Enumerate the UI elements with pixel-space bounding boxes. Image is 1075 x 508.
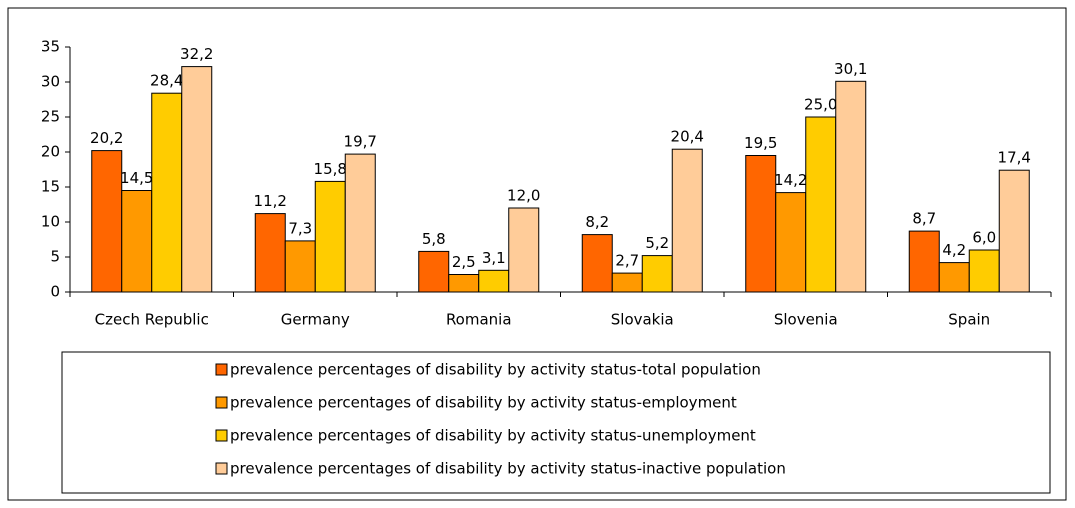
bar bbox=[151, 92, 183, 293]
x-tick-label: Czech Republic bbox=[95, 311, 209, 329]
data-label: 15,8 bbox=[314, 160, 347, 178]
legend-label: prevalence percentages of disability by … bbox=[230, 361, 761, 379]
data-label: 3,1 bbox=[482, 249, 506, 267]
bar bbox=[775, 192, 807, 293]
bar bbox=[314, 180, 346, 293]
y-tick-label: 15 bbox=[41, 178, 60, 196]
legend-label: prevalence percentages of disability by … bbox=[230, 394, 737, 412]
data-label: 2,7 bbox=[615, 252, 639, 270]
legend-swatch bbox=[215, 462, 228, 475]
bar bbox=[835, 80, 867, 293]
bar bbox=[641, 255, 673, 293]
data-label: 17,4 bbox=[998, 149, 1031, 167]
data-label: 12,0 bbox=[507, 187, 540, 205]
bar bbox=[418, 250, 450, 293]
legend-label: prevalence percentages of disability by … bbox=[230, 427, 756, 445]
data-label: 32,2 bbox=[180, 45, 213, 63]
data-label: 2,5 bbox=[452, 253, 476, 271]
legend-label: prevalence percentages of disability by … bbox=[230, 460, 786, 478]
data-label: 4,2 bbox=[942, 241, 966, 259]
y-tick-label: 10 bbox=[41, 213, 60, 231]
bar bbox=[254, 213, 286, 293]
bar bbox=[581, 234, 613, 293]
x-tick-label: Romania bbox=[446, 311, 512, 329]
x-tick-label: Germany bbox=[281, 311, 350, 329]
bar bbox=[478, 269, 510, 293]
bar bbox=[745, 155, 777, 293]
data-label: 30,1 bbox=[834, 60, 867, 78]
x-tick-label: Slovakia bbox=[611, 311, 674, 329]
bar bbox=[908, 230, 940, 293]
legend-swatch bbox=[215, 396, 228, 409]
data-label: 5,8 bbox=[422, 230, 446, 248]
bar bbox=[938, 262, 970, 293]
y-tick-label: 30 bbox=[41, 73, 60, 91]
bar bbox=[181, 66, 213, 293]
data-label: 20,4 bbox=[671, 128, 704, 146]
data-label: 6,0 bbox=[972, 229, 996, 247]
y-tick-label: 5 bbox=[50, 248, 60, 266]
bar bbox=[344, 153, 376, 293]
data-label: 7,3 bbox=[288, 219, 312, 237]
bar bbox=[448, 274, 480, 293]
data-label: 28,4 bbox=[150, 72, 183, 90]
data-label: 19,5 bbox=[744, 134, 777, 152]
bar bbox=[671, 148, 703, 293]
data-label: 14,2 bbox=[774, 171, 807, 189]
bar bbox=[91, 150, 123, 293]
bar bbox=[508, 207, 540, 293]
y-tick-label: 20 bbox=[41, 143, 60, 161]
data-label: 8,2 bbox=[585, 213, 609, 231]
bar bbox=[284, 240, 316, 293]
y-tick-label: 0 bbox=[50, 283, 60, 301]
bar bbox=[611, 272, 643, 293]
data-label: 11,2 bbox=[254, 192, 287, 210]
data-label: 20,2 bbox=[90, 129, 123, 147]
bar bbox=[805, 116, 837, 293]
data-label: 8,7 bbox=[912, 210, 936, 228]
data-label: 19,7 bbox=[344, 133, 377, 151]
legend-swatch bbox=[215, 363, 228, 376]
data-label: 5,2 bbox=[645, 234, 669, 252]
bar bbox=[121, 190, 153, 293]
legend-swatch bbox=[215, 429, 228, 442]
bar bbox=[998, 169, 1030, 293]
data-label: 25,0 bbox=[804, 96, 837, 114]
x-tick-label: Spain bbox=[948, 311, 990, 329]
bar bbox=[968, 249, 1000, 293]
y-tick-label: 25 bbox=[41, 108, 60, 126]
y-tick-label: 35 bbox=[41, 38, 60, 56]
x-tick-label: Slovenia bbox=[774, 311, 838, 329]
data-label: 14,5 bbox=[120, 169, 153, 187]
